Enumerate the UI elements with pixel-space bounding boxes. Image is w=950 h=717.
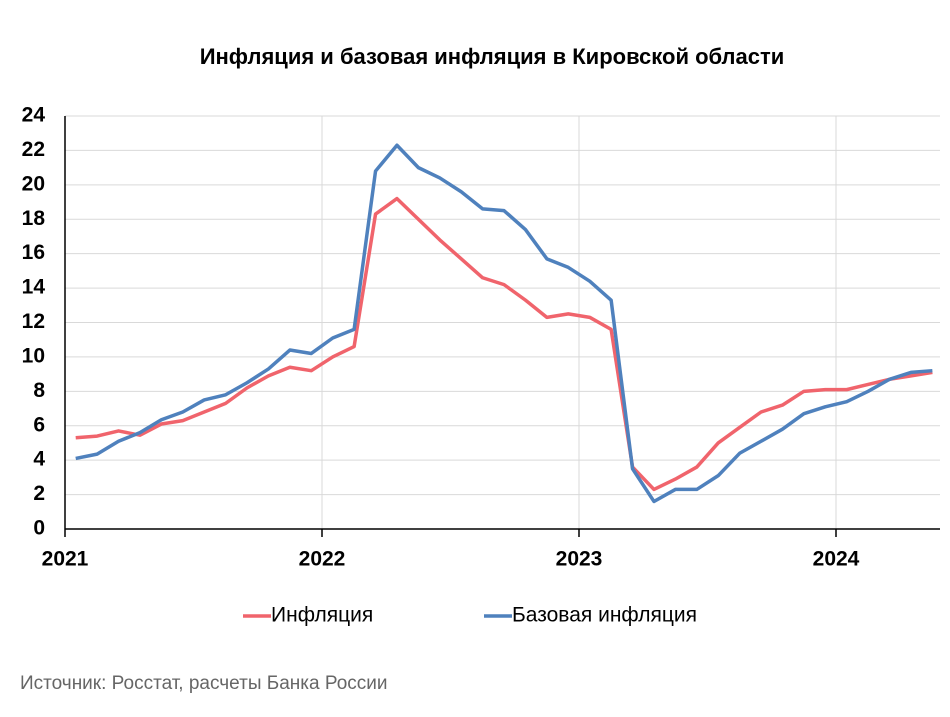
x-tick-label: 2022 bbox=[299, 548, 346, 571]
source-note: Источник: Росстат, расчеты Банка России bbox=[20, 673, 388, 694]
series-line bbox=[75, 196, 933, 492]
y-tick-label: 6 bbox=[33, 413, 45, 436]
x-tick-label: 2024 bbox=[813, 548, 860, 571]
legend-label: Базовая инфляция bbox=[512, 604, 697, 627]
x-tick-label: 2023 bbox=[556, 548, 603, 571]
y-tick-label: 22 bbox=[22, 138, 45, 161]
chart-title: Инфляция и базовая инфляция в Кировской … bbox=[200, 44, 785, 69]
y-tick-label: 18 bbox=[22, 207, 46, 230]
y-tick-label: 12 bbox=[22, 310, 45, 333]
y-tick-label: 4 bbox=[33, 448, 45, 471]
x-tick-label: 2021 bbox=[42, 548, 89, 571]
y-tick-label: 2 bbox=[33, 482, 45, 505]
y-tick-label: 14 bbox=[22, 276, 46, 299]
y-tick-label: 0 bbox=[33, 517, 45, 540]
legend-label: Инфляция bbox=[271, 604, 373, 627]
y-tick-label: 10 bbox=[22, 344, 45, 367]
y-tick-label: 24 bbox=[22, 104, 46, 127]
y-tick-label: 8 bbox=[33, 379, 45, 402]
y-tick-label: 20 bbox=[22, 172, 45, 195]
y-tick-label: 16 bbox=[22, 241, 45, 264]
series-line bbox=[75, 143, 933, 504]
